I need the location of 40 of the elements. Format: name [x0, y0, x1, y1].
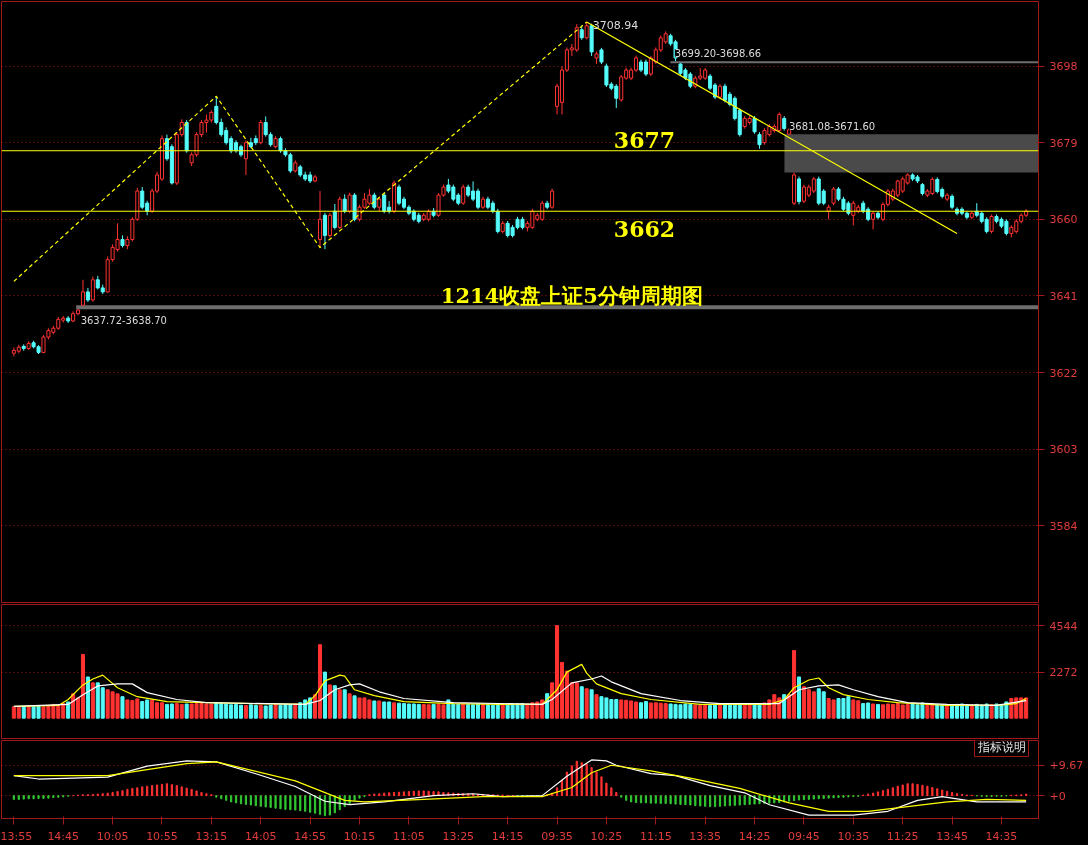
- band-label: 3637.72-3638.70: [80, 315, 167, 327]
- x-tick-label: 14:55: [294, 829, 326, 843]
- x-tick-label: 13:55: [0, 829, 33, 843]
- y-tick-label: 3698: [1049, 60, 1078, 74]
- x-tick-label: 14:35: [985, 829, 1018, 843]
- x-tick-label: 11:25: [886, 829, 919, 843]
- ref-line-label: 3662: [613, 216, 676, 243]
- x-tick-label: 10:05: [96, 829, 129, 843]
- x-tick-label: 11:05: [393, 829, 425, 843]
- x-tick-label: 10:15: [343, 829, 376, 843]
- x-tick-label: 14:25: [738, 829, 771, 843]
- annotation: 指标说明: [976, 739, 1026, 754]
- y-tick-label: 3660: [1049, 213, 1078, 227]
- y-tick-label: 2272: [1049, 666, 1078, 680]
- x-tick-label: 14:05: [244, 829, 277, 843]
- y-tick-label: +0: [1049, 789, 1066, 803]
- x-tick-label: 10:25: [590, 829, 623, 843]
- x-tick-label: 14:15: [491, 829, 524, 843]
- band-label: 3681.08-3671.60: [788, 121, 876, 133]
- y-tick-label: 3584: [1049, 519, 1078, 533]
- x-tick-label: 10:55: [146, 829, 178, 843]
- x-tick-label: 10:35: [837, 829, 870, 843]
- x-tick-label: 13:35: [689, 829, 722, 843]
- annotation: 3708.94: [592, 18, 639, 32]
- ref-line-label: 3677: [613, 126, 676, 153]
- text: 1214收盘上证5分钟周期图: [440, 282, 703, 308]
- x-tick-label: 13:45: [936, 829, 968, 843]
- x-tick-label: 11:15: [639, 829, 672, 843]
- band-label: 3699.20-3698.66: [674, 48, 762, 60]
- x-tick-label: 09:35: [541, 829, 573, 843]
- x-tick-label: 13:25: [442, 829, 475, 843]
- y-tick-label: 3622: [1049, 366, 1078, 380]
- y-tick-label: 3679: [1049, 136, 1078, 150]
- x-tick-label: 14:45: [47, 829, 80, 843]
- y-tick-label: 4544: [1049, 619, 1078, 633]
- x-tick-label: 09:45: [788, 829, 820, 843]
- y-tick-label: 3603: [1049, 443, 1078, 457]
- y-tick-label: +9.67: [1049, 759, 1084, 773]
- x-tick-label: 13:15: [195, 829, 228, 843]
- y-tick-label: 3641: [1049, 289, 1078, 303]
